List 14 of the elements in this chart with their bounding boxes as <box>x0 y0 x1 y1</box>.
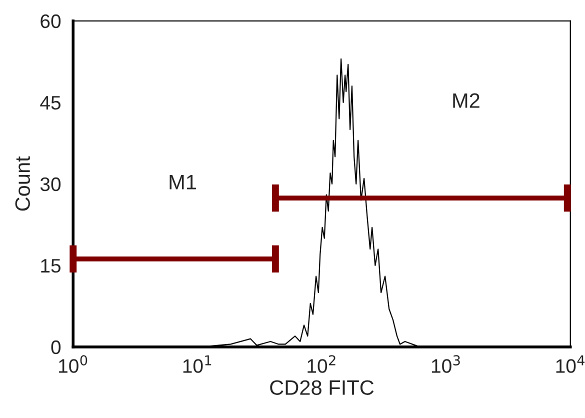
y-tick-label: 30 <box>40 177 61 192</box>
y-tick-label: 15 <box>41 259 61 273</box>
y-tick-label: 60 <box>40 14 61 28</box>
y-tick-label: 0 <box>51 340 61 354</box>
x-tick-label: 10$^{3}$ <box>432 355 460 373</box>
y-tick-label: 45 <box>40 96 61 110</box>
annotation: M1 <box>170 174 196 190</box>
annotation: M2 <box>453 93 480 108</box>
x-tick-label: 10$^{1}$ <box>183 355 212 373</box>
y-axis-title: Count <box>15 156 30 211</box>
x-tick-label: 10$^{0}$ <box>59 355 88 373</box>
x-tick-label: 10$^{4}$ <box>556 355 585 373</box>
x-tick-label: 10$^{2}$ <box>308 355 336 373</box>
x-axis-title: CD28 FITC <box>270 380 374 395</box>
